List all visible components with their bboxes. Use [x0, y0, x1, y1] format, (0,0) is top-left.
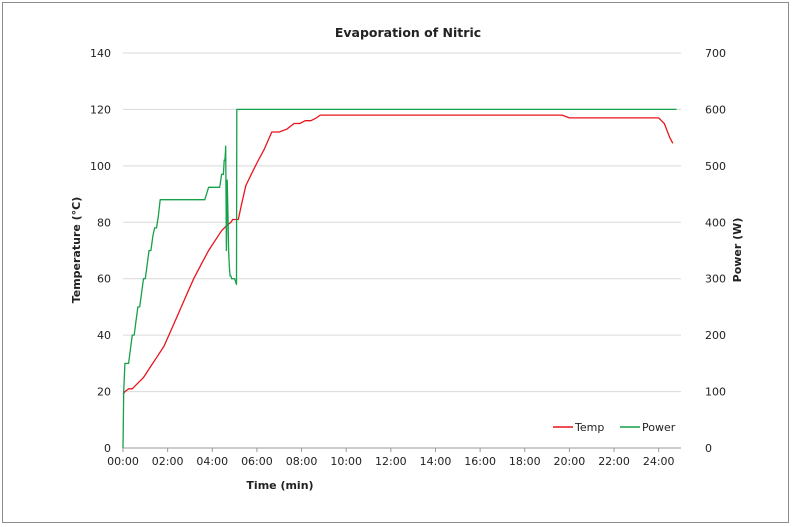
left-y-tick-label: 40: [97, 329, 111, 342]
x-tick-label: 02:00: [152, 455, 184, 468]
right-y-tick-labels: 0 100 200 300 400 500 600 700: [705, 47, 726, 455]
legend: Temp Power: [553, 421, 676, 434]
left-y-tick-label: 20: [97, 386, 111, 399]
x-tick-label: 24:00: [643, 455, 675, 468]
x-tick-label: 20:00: [554, 455, 586, 468]
legend-label-power: Power: [642, 421, 676, 434]
x-tick-label: 12:00: [375, 455, 407, 468]
series-lines: [122, 108, 677, 449]
right-y-axis-title: Power (W): [731, 218, 744, 283]
x-tick-label: 10:00: [330, 455, 362, 468]
x-tick-label: 14:00: [420, 455, 452, 468]
right-y-tick-label: 500: [705, 160, 726, 173]
left-y-tick-label: 60: [97, 273, 111, 286]
x-tick-label: 18:00: [509, 455, 541, 468]
axes: [122, 447, 681, 452]
right-y-tick-label: 0: [705, 442, 712, 455]
x-axis-title: Time (min): [246, 479, 313, 492]
series-line-power: [122, 108, 677, 449]
x-tick-label: 04:00: [196, 455, 228, 468]
left-y-tick-label: 80: [97, 216, 111, 229]
left-y-tick-label: 120: [90, 103, 111, 116]
right-y-tick-label: 600: [705, 103, 726, 116]
gridlines: [123, 52, 681, 393]
x-tick-label: 22:00: [598, 455, 630, 468]
left-y-tick-label: 100: [90, 160, 111, 173]
left-y-tick-label: 140: [90, 47, 111, 60]
series-line-temp: [122, 114, 674, 395]
legend-label-temp: Temp: [574, 421, 604, 434]
x-tick-label: 00:00: [107, 455, 139, 468]
left-y-tick-labels: 0 20 40 60 80 100 120 140: [90, 47, 111, 455]
chart-title: Evaporation of Nitric: [335, 25, 481, 40]
x-tick-label: 08:00: [286, 455, 318, 468]
right-y-tick-label: 300: [705, 273, 726, 286]
left-y-tick-label: 0: [104, 442, 111, 455]
right-y-tick-label: 400: [705, 216, 726, 229]
right-y-tick-label: 200: [705, 329, 726, 342]
x-tick-label: 16:00: [464, 455, 496, 468]
left-y-axis-title: Temperature (°C): [70, 197, 83, 304]
x-tick-label: 06:00: [241, 455, 273, 468]
right-y-tick-label: 700: [705, 47, 726, 60]
right-y-tick-label: 100: [705, 386, 726, 399]
x-tick-labels: 00:00 02:00 04:00 06:00 08:00 10:00 12:00 14:00…: [107, 455, 674, 468]
